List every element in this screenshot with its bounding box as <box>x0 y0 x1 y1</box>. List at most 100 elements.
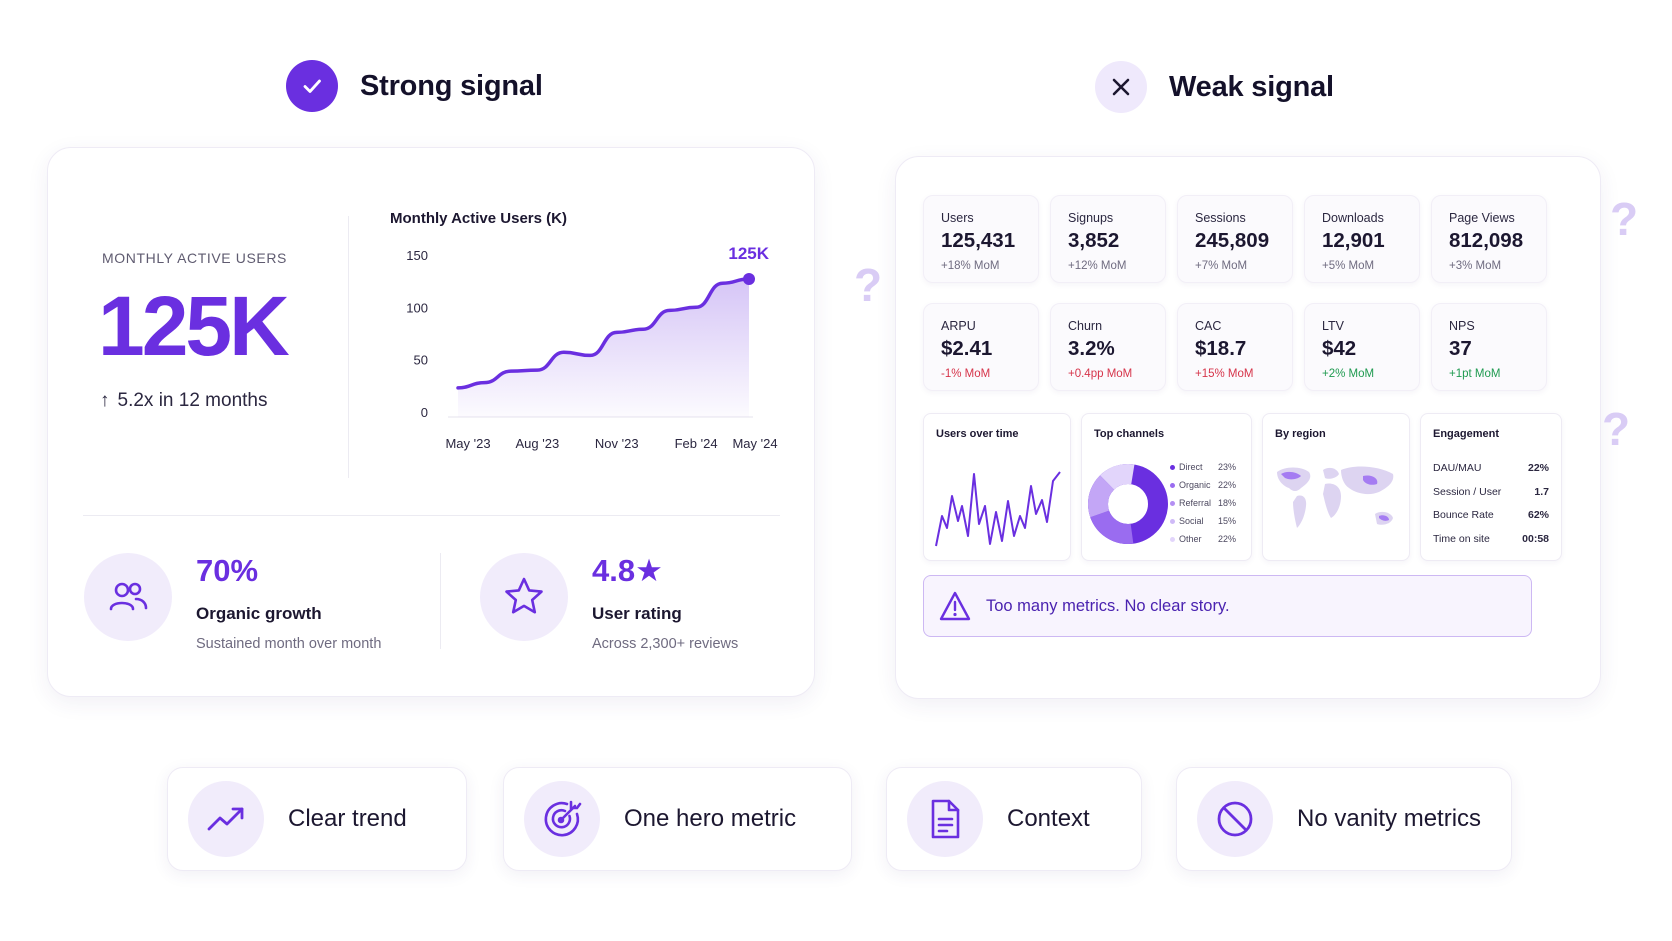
users-icon <box>84 553 172 641</box>
arrow-up-icon: ↑ <box>100 390 110 411</box>
tile-change: +2% MoM <box>1322 368 1375 380</box>
question-mark-icon: ? <box>1602 403 1631 455</box>
engagement-name: Time on site <box>1433 532 1490 545</box>
chart-title: Monthly Active Users (K) <box>390 210 567 227</box>
legend-dot <box>1170 482 1175 488</box>
tile-change: +15% MoM <box>1195 368 1254 380</box>
tile-value: 37 <box>1449 337 1472 360</box>
tile-change: +12% MoM <box>1068 260 1127 272</box>
tile-value: $18.7 <box>1195 337 1247 360</box>
pill-label: Context <box>1007 805 1090 832</box>
kpi-name: User rating <box>592 604 682 623</box>
tile-value: 12,901 <box>1322 229 1385 252</box>
metric-tile: NPS 37 +1pt MoM <box>1431 303 1547 391</box>
divider <box>440 553 441 649</box>
engagement-row: DAU/MAU 22% <box>1433 462 1549 474</box>
top-channels-panel: Top channels Direct 23% Organic 22% Referral… <box>1081 413 1252 561</box>
legend-item: Other 22% <box>1170 534 1236 544</box>
tile-change: +7% MoM <box>1195 260 1248 272</box>
engagement-name: Session / User <box>1433 485 1502 498</box>
tile-label: Churn <box>1068 319 1103 333</box>
legend-item: Organic 22% <box>1170 480 1236 490</box>
metric-tile: ARPU $2.41 -1% MoM <box>923 303 1039 391</box>
x-tick-label: May '24 <box>732 436 777 451</box>
tile-label: Signups <box>1068 211 1114 225</box>
panel-title: Top channels <box>1094 428 1165 440</box>
engagement-row: Session / User 1.7 <box>1433 486 1549 498</box>
tile-label: NPS <box>1449 319 1475 333</box>
mau-value: 125K <box>98 279 290 373</box>
engagement-name: Bounce Rate <box>1433 509 1494 521</box>
engagement-name: DAU/MAU <box>1433 462 1482 474</box>
legend-dot <box>1170 500 1175 506</box>
tile-value: 3,852 <box>1068 229 1120 252</box>
strong-signal-header: Strong signal <box>286 60 543 112</box>
check-icon <box>286 60 338 112</box>
warning-text: Too many metrics. No clear story. <box>986 596 1230 615</box>
divider <box>348 216 349 478</box>
y-tick-label: 50 <box>414 353 428 368</box>
weak-signal-title: Weak signal <box>1169 70 1334 103</box>
tile-change: +0.4pp MoM <box>1068 368 1133 380</box>
area-fill <box>458 279 749 417</box>
tile-value: $2.41 <box>941 337 993 360</box>
tile-label: Downloads <box>1322 211 1384 225</box>
legend-value: 22% <box>1217 480 1236 490</box>
close-icon <box>1095 61 1147 113</box>
x-tick-label: Feb '24 <box>675 436 718 451</box>
tile-label: LTV <box>1322 319 1344 333</box>
donut-chart <box>1088 464 1168 544</box>
tile-value: 245,809 <box>1195 229 1270 252</box>
strong-signal-card: MONTHLY ACTIVE USERS 125K ↑ 5.2x in 12 m… <box>47 147 815 697</box>
tile-change: +5% MoM <box>1322 260 1375 272</box>
tile-label: Page Views <box>1449 211 1515 225</box>
target-icon <box>524 781 600 857</box>
legend-dot <box>1170 464 1175 470</box>
legend-name: Other <box>1179 534 1202 544</box>
legend-name: Organic <box>1179 480 1211 490</box>
pill-label: One hero metric <box>624 805 797 832</box>
tile-change: -1% MoM <box>941 368 991 380</box>
legend-value: 15% <box>1217 516 1236 526</box>
y-tick-label: 100 <box>406 300 428 315</box>
warning-icon <box>939 591 971 621</box>
engagement-panel: Engagement DAU/MAU 22% Session / User 1.7 Bo… <box>1420 413 1562 561</box>
tile-label: ARPU <box>941 319 976 333</box>
kpi-value: 70% <box>196 553 259 588</box>
metric-tile: Sessions 245,809 +7% MoM <box>1177 195 1293 283</box>
tile-value: 3.2% <box>1068 337 1115 360</box>
pill-clear-trend: Clear trend <box>167 767 467 871</box>
warning-banner: Too many metrics. No clear story. <box>923 575 1532 637</box>
pill-context: Context <box>886 767 1142 871</box>
metric-tile: Churn 3.2% +0.4pp MoM <box>1050 303 1166 391</box>
x-tick-label: Aug '23 <box>516 436 560 451</box>
legend-value: 23% <box>1217 462 1236 472</box>
star-icon <box>480 553 568 641</box>
legend-name: Direct <box>1179 462 1203 472</box>
kpi-value: 4.8★ <box>592 553 663 588</box>
prohibited-icon <box>1197 781 1273 857</box>
tile-value: 125,431 <box>941 229 1016 252</box>
legend-name: Referral <box>1179 498 1212 508</box>
legend-item: Direct 23% <box>1170 462 1236 472</box>
pill-label: No vanity metrics <box>1297 805 1482 832</box>
pill-no-vanity-metrics: No vanity metrics <box>1176 767 1512 871</box>
kpi-name: Organic growth <box>196 604 322 623</box>
question-mark-icon: ? <box>854 259 883 311</box>
panel-title: Engagement <box>1433 428 1500 440</box>
panel-title: Users over time <box>936 428 1019 440</box>
tile-change: +18% MoM <box>941 260 1000 272</box>
sparkline-chart <box>935 471 1061 547</box>
trend-up-icon <box>188 781 264 857</box>
tile-label: CAC <box>1195 319 1222 333</box>
legend-item: Social 15% <box>1170 516 1236 526</box>
metric-tile: Signups 3,852 +12% MoM <box>1050 195 1166 283</box>
legend-item: Referral 18% <box>1170 498 1236 508</box>
legend-value: 18% <box>1217 498 1236 508</box>
legend-dot <box>1170 536 1175 542</box>
metric-tile: CAC $18.7 +15% MoM <box>1177 303 1293 391</box>
question-mark-icon: ? <box>1610 193 1639 245</box>
growth-text: 5.2x in 12 months <box>117 390 268 411</box>
weak-signal-card: Users 125,431 +18% MoM Signups 3,852 +12% MoM… <box>895 156 1601 699</box>
world-map-icon <box>1277 466 1394 528</box>
